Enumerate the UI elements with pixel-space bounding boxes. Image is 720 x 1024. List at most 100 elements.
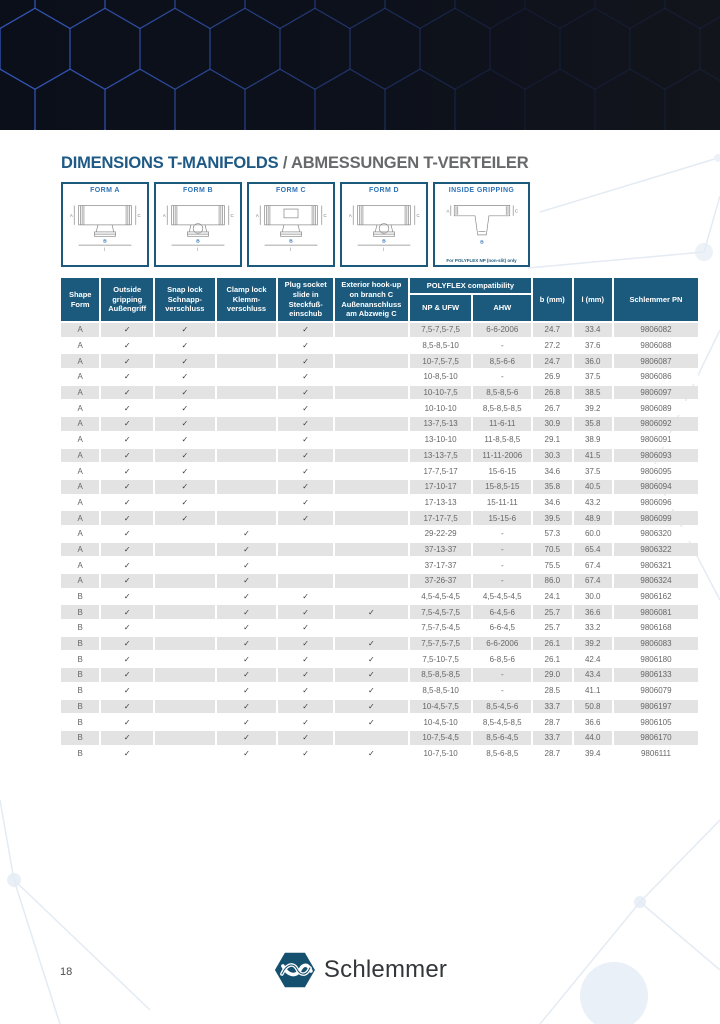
cell-np-ufw: 37-26-37	[409, 574, 472, 588]
cell-exterior-hookup	[334, 401, 408, 416]
cell-clamp-lock	[216, 338, 277, 353]
cell-plug-socket: ✓	[278, 338, 333, 353]
cell-shape-form: A	[61, 401, 100, 416]
cell-exterior-hookup	[334, 385, 408, 400]
cell-clamp-lock	[216, 417, 277, 431]
cell-np-ufw: 8,5-8,5-10	[409, 338, 472, 353]
cell-outside-gripping: ✓	[101, 652, 153, 667]
cell-clamp-lock	[216, 432, 277, 447]
table-row: A ✓ ✓ ✓ 10-8,5-10-26.9 37.5 9806086	[61, 370, 698, 384]
cell-b-mm: 33.7	[533, 699, 572, 714]
svg-text:C: C	[417, 213, 420, 218]
cell-clamp-lock: ✓	[216, 542, 277, 557]
cell-outside-gripping: ✓	[101, 542, 153, 557]
svg-text:B: B	[103, 238, 107, 244]
cell-schlemmer-pn: 9806081	[613, 605, 698, 620]
header-shape-form: Shape Form	[61, 278, 100, 321]
cell-l-mm: 37.5	[573, 370, 612, 384]
table-row: B ✓ ✓ ✓ 10-7,5-4,5 8,5-6-4,5 33.7 44.0 9806170	[61, 730, 698, 745]
cell-shape-form: B	[61, 589, 100, 604]
cell-plug-socket: ✓	[278, 479, 333, 494]
cell-plug-socket: ✓	[278, 746, 333, 761]
cell-np-ufw: 10-7,5-10	[409, 746, 472, 761]
cell-schlemmer-pn: 9806168	[613, 621, 698, 635]
cell-l-mm: 67.4	[573, 558, 612, 572]
cell-outside-gripping: ✓	[101, 746, 153, 761]
cell-plug-socket: ✓	[278, 730, 333, 745]
svg-text:C: C	[514, 208, 517, 213]
cell-b-mm: 26.1	[533, 636, 572, 651]
cell-plug-socket: ✓	[278, 323, 333, 337]
cell-np-ufw: 37-13-37	[409, 542, 472, 557]
cell-snap-lock	[155, 668, 215, 682]
cell-shape-form: A	[61, 542, 100, 557]
cell-schlemmer-pn: 9806083	[613, 636, 698, 651]
cell-exterior-hookup: ✓	[334, 668, 408, 682]
cell-outside-gripping: ✓	[101, 699, 153, 714]
cell-exterior-hookup	[334, 526, 408, 541]
cell-ahw: 6-6-4,5	[473, 621, 532, 635]
schlemmer-logo-icon	[274, 952, 315, 988]
cell-l-mm: 38.5	[573, 385, 612, 400]
cell-shape-form: B	[61, 605, 100, 620]
svg-text:C: C	[324, 213, 327, 218]
cell-ahw: 8,5-8,5-6	[473, 385, 532, 400]
cell-plug-socket: ✓	[278, 354, 333, 369]
cell-outside-gripping: ✓	[101, 683, 153, 698]
cell-b-mm: 25.7	[533, 605, 572, 620]
hexagon-pattern	[0, 0, 720, 130]
cell-outside-gripping: ✓	[101, 401, 153, 416]
cell-exterior-hookup	[334, 558, 408, 572]
cell-outside-gripping: ✓	[101, 338, 153, 353]
cell-ahw: 4,5-4,5-4,5	[473, 589, 532, 604]
cell-exterior-hookup	[334, 370, 408, 384]
cell-exterior-hookup	[334, 511, 408, 525]
cell-schlemmer-pn: 9806092	[613, 417, 698, 431]
cell-plug-socket: ✓	[278, 605, 333, 620]
cell-b-mm: 39.5	[533, 511, 572, 525]
cell-shape-form: A	[61, 417, 100, 431]
header-clamp-lock: Clamp lock Klemm-verschluss	[216, 278, 277, 321]
cell-b-mm: 27.2	[533, 338, 572, 353]
svg-text:C: C	[231, 213, 234, 218]
cell-schlemmer-pn: 9806093	[613, 448, 698, 463]
cell-b-mm: 86.0	[533, 574, 572, 588]
cell-exterior-hookup	[334, 621, 408, 635]
cell-np-ufw: 13-13-7,5	[409, 448, 472, 463]
cell-b-mm: 26.1	[533, 652, 572, 667]
cell-snap-lock: ✓	[155, 370, 215, 384]
cell-plug-socket: ✓	[278, 417, 333, 431]
cell-np-ufw: 10-8,5-10	[409, 370, 472, 384]
cell-snap-lock	[155, 621, 215, 635]
cell-snap-lock	[155, 605, 215, 620]
cell-ahw: 15-11-11	[473, 495, 532, 510]
cell-outside-gripping: ✓	[101, 589, 153, 604]
cell-shape-form: A	[61, 495, 100, 510]
page-number: 18	[60, 966, 73, 978]
cell-outside-gripping: ✓	[101, 715, 153, 729]
form-d-diagram: A ClB	[349, 205, 420, 252]
cell-snap-lock: ✓	[155, 401, 215, 416]
cell-exterior-hookup: ✓	[334, 715, 408, 729]
cell-l-mm: 37.5	[573, 464, 612, 478]
inside-gripping-label: INSIDE GRIPPING	[448, 187, 515, 194]
cell-ahw: -	[473, 683, 532, 698]
cell-np-ufw: 13-7,5-13	[409, 417, 472, 431]
header-ahw: AHW	[473, 295, 532, 321]
cell-shape-form: B	[61, 621, 100, 635]
cell-np-ufw: 10-7,5-7,5	[409, 354, 472, 369]
cell-snap-lock: ✓	[155, 448, 215, 463]
cell-clamp-lock: ✓	[216, 699, 277, 714]
cell-exterior-hookup	[334, 432, 408, 447]
form-a-label: FORM A	[90, 187, 120, 194]
cell-l-mm: 67.4	[573, 574, 612, 588]
cell-ahw: 6-4,5-6	[473, 605, 532, 620]
svg-text:A: A	[70, 213, 73, 218]
cell-np-ufw: 7,5-10-7,5	[409, 652, 472, 667]
schlemmer-logo: Schlemmer	[273, 948, 447, 992]
svg-text:l: l	[104, 247, 105, 252]
table-row: B ✓ ✓ ✓ ✓ 8,5-8,5-10-28.5 41.1 9806079	[61, 683, 698, 698]
cell-shape-form: A	[61, 574, 100, 588]
